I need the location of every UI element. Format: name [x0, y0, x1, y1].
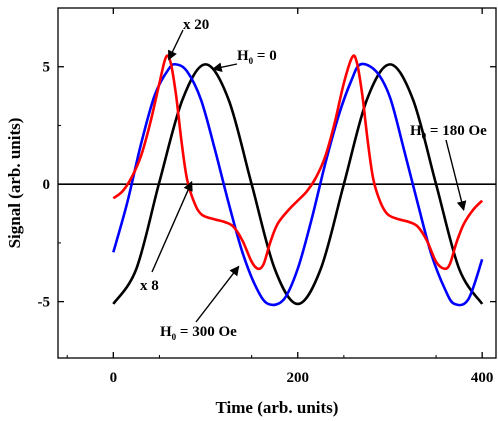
y-tick-label: -5 [38, 295, 51, 311]
annotation-label: H0 = 0 [237, 48, 277, 66]
annotation-label: x 20 [183, 17, 209, 33]
y-tick-label: 0 [43, 177, 51, 193]
series-line-1 [112, 63, 484, 306]
y-tick-label: 5 [43, 60, 51, 76]
annotation-label: x 8 [140, 278, 159, 294]
annotation-arrow [211, 62, 238, 73]
annotation-arrow [195, 265, 240, 323]
plot-frame [57, 7, 497, 359]
x-axis-title: Time (arb. units) [216, 398, 339, 417]
y-axis-title: Signal (arb. units) [5, 118, 24, 249]
series-line-2 [112, 62, 484, 307]
x-tick-label: 400 [471, 370, 494, 386]
x-tick-label: 0 [110, 370, 118, 386]
annotation-arrow [151, 180, 193, 273]
annotation-label: H0 = 180 Oe [410, 123, 487, 141]
series-line-3 [112, 54, 484, 271]
annotation-arrow [168, 29, 184, 61]
x-tick-label: 200 [286, 370, 309, 386]
annotation-label: H0 = 300 Oe [160, 324, 237, 342]
annotation-arrow [445, 139, 467, 211]
